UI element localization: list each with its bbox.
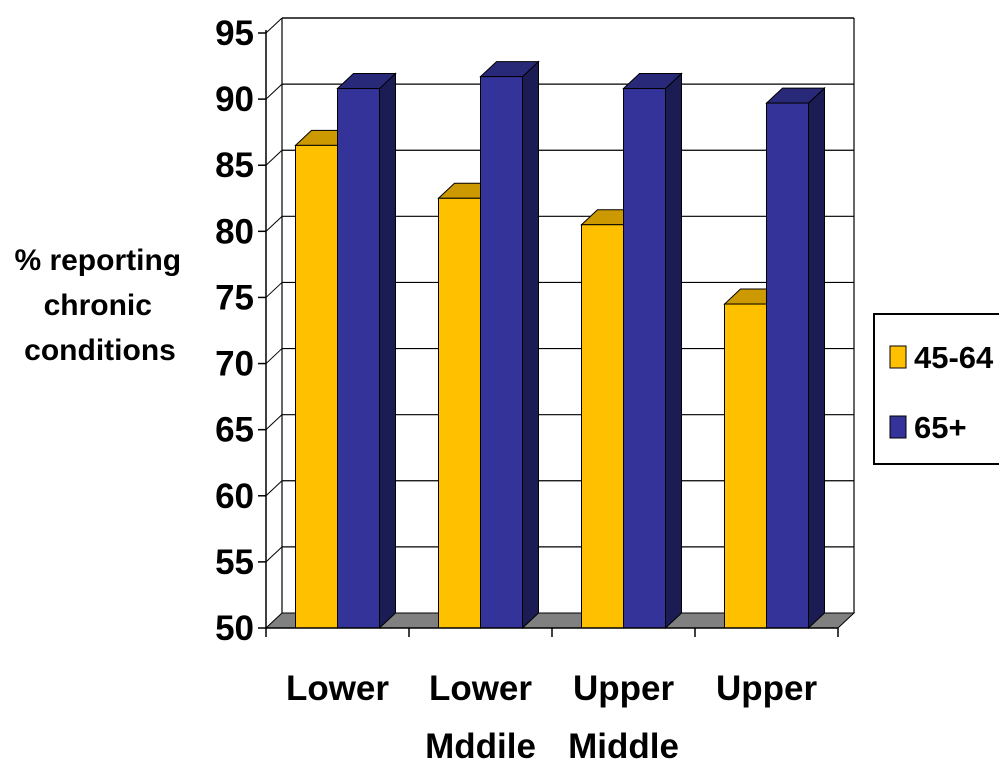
bar-front: [337, 88, 380, 629]
x-category-label: Upper Middle: [568, 669, 679, 766]
bar-front: [766, 102, 809, 629]
y-axis-ticks: 50 55 60 65 70 75 80 85 90 95: [215, 14, 266, 648]
gridline-depth: [265, 480, 283, 497]
bar-65plus-1: [479, 60, 540, 630]
y-tick-label: 95: [215, 14, 254, 53]
gridline-depth: [265, 414, 283, 431]
gridline-depth: [265, 83, 283, 100]
y-tick-label: 85: [215, 146, 254, 185]
x-category-label: Upper: [716, 669, 818, 708]
y-axis-title: % reporting chronic conditions: [14, 244, 185, 367]
y-tick-label: 65: [215, 411, 254, 450]
bar-65plus-0: [336, 72, 397, 630]
gridline-depth: [265, 348, 283, 364]
bar-front: [581, 224, 624, 629]
gridline-depth: [265, 215, 283, 232]
bar-front: [724, 303, 767, 629]
bar-front: [480, 76, 523, 629]
gridline-depth: [265, 149, 283, 166]
y-tick-label: 50: [215, 609, 254, 648]
legend-label-65plus: 65+: [914, 410, 967, 445]
legend-swatch-65plus: [889, 415, 907, 439]
legend: 45-64 65+: [873, 313, 999, 465]
y-axis-title-line: % reporting: [14, 244, 181, 277]
x-axis-labels: Lower Lower Mddile Upper Middle Upper: [286, 669, 817, 766]
bar-series-group: [294, 60, 826, 630]
y-tick-label: 90: [215, 80, 254, 119]
y-tick-label: 80: [215, 212, 254, 251]
y-tick-label: 55: [215, 543, 254, 582]
gridline-depth: [265, 17, 283, 34]
y-axis-title-line: conditions: [24, 334, 176, 367]
bar-side: [808, 86, 825, 630]
x-category-label: Lower: [286, 669, 389, 708]
bar-side: [665, 72, 682, 630]
legend-box: [873, 313, 999, 465]
bar-65plus-2: [622, 72, 683, 630]
bar-front: [438, 197, 481, 629]
bar-front: [295, 144, 338, 629]
bar-side: [522, 60, 539, 630]
bar-front: [623, 88, 666, 629]
x-axis-ticks: [265, 628, 839, 637]
gridline-depth: [265, 282, 283, 298]
y-tick-label: 75: [215, 278, 254, 317]
x-category-label: Lower Mddile: [425, 669, 536, 766]
gridline-depth: [265, 546, 283, 563]
y-axis-title-line: chronic: [44, 289, 152, 322]
y-tick-label: 60: [215, 477, 254, 516]
y-tick-label: 70: [215, 345, 254, 384]
bar-side: [379, 72, 396, 630]
bar-65plus-3: [765, 86, 826, 630]
legend-label-45-64: 45-64: [914, 340, 994, 375]
legend-swatch-45-64: [889, 345, 907, 369]
